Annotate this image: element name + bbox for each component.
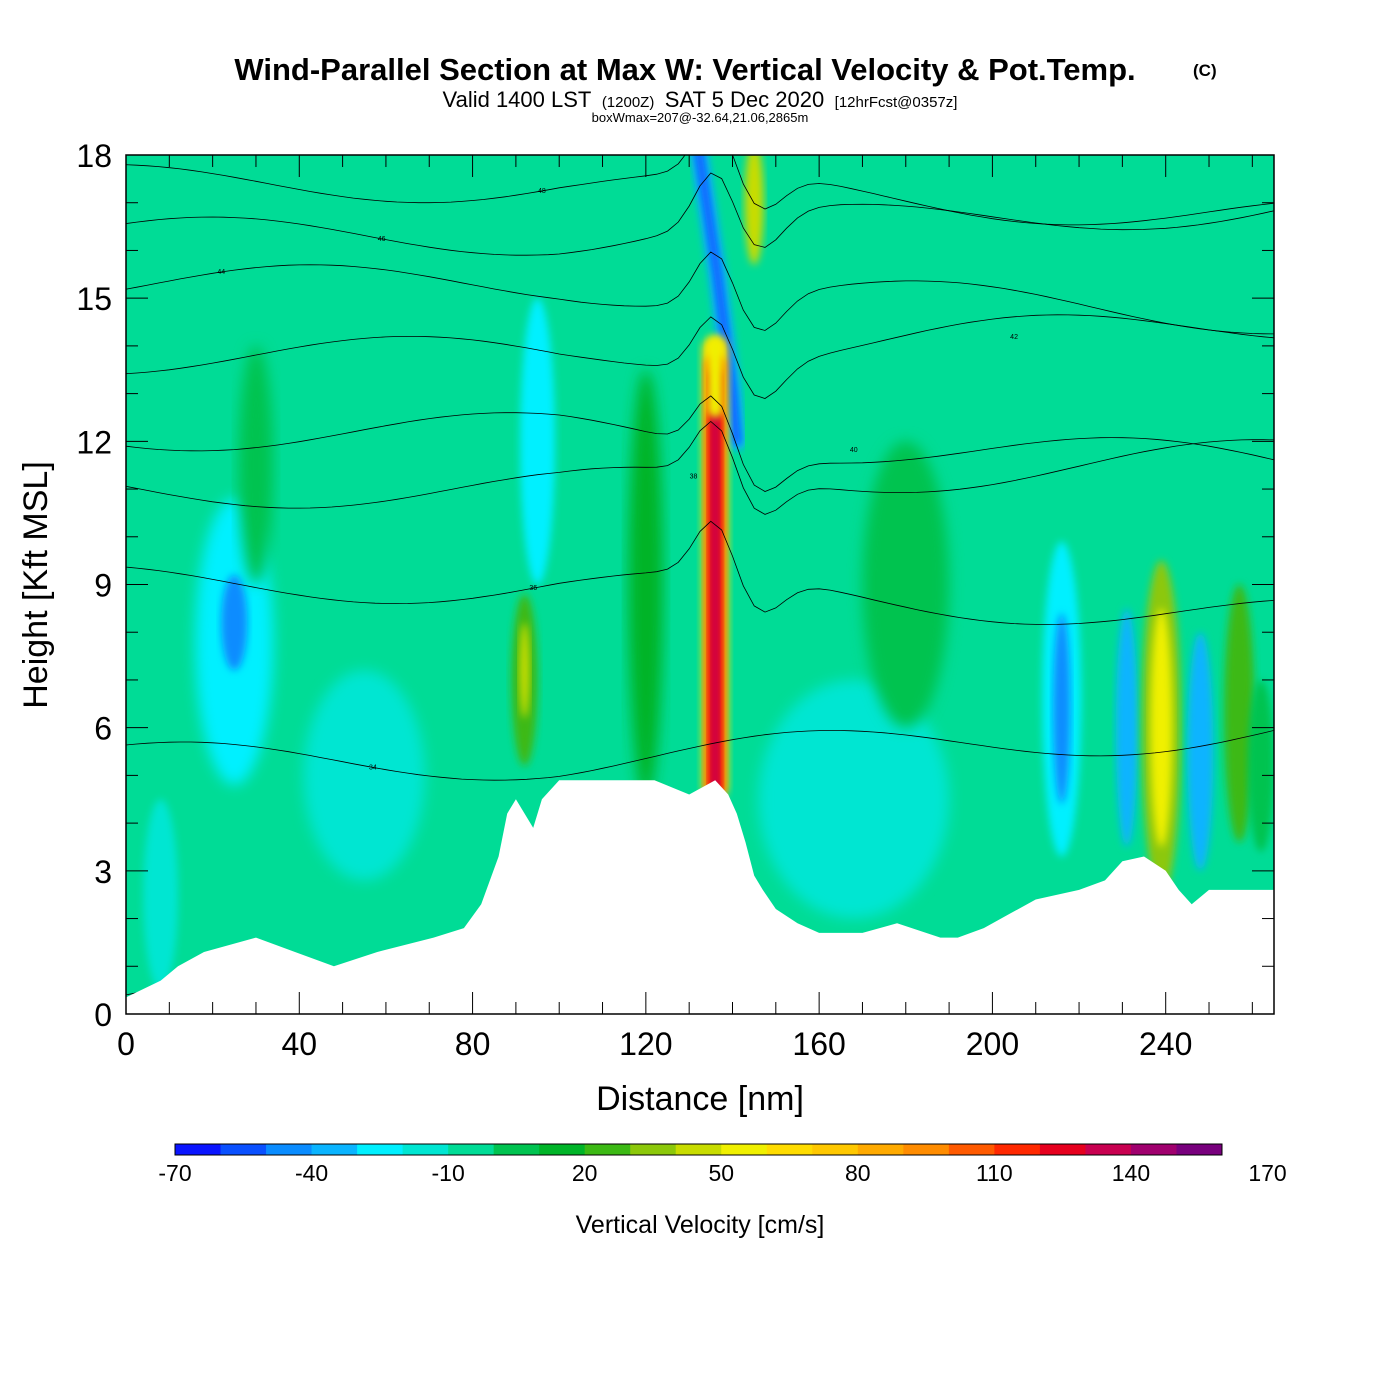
theta-contour: [126, 520, 1274, 625]
colorbar-tick-label: 20: [572, 1160, 598, 1186]
velocity-patch: [1053, 613, 1071, 805]
colorbar-tick-label: 50: [708, 1160, 734, 1186]
theta-contour: [126, 420, 1274, 515]
colorbar-swatch: [1176, 1144, 1223, 1155]
velocity-patch: [303, 670, 425, 881]
colorbar-tick-label: -10: [432, 1160, 465, 1186]
velocity-patch: [758, 679, 950, 919]
colorbar-swatch: [721, 1144, 768, 1155]
updraft-top: [707, 336, 724, 418]
theta-contour: [126, 314, 1274, 399]
y-tick-label: 15: [76, 281, 112, 317]
x-tick-label: 80: [455, 1026, 491, 1062]
theta-contour: [126, 395, 1274, 492]
colorbar-swatch: [266, 1144, 313, 1155]
colorbar-swatch: [857, 1144, 904, 1155]
terrain-mask: [126, 780, 1274, 1014]
colorbar-swatch: [1130, 1144, 1177, 1155]
colorbar-swatch: [493, 1144, 540, 1155]
downdraft-band-core: [695, 155, 741, 445]
contour-label: 48: [538, 188, 546, 195]
subtitle-forecast: [12hrFcst@0357z]: [835, 94, 958, 111]
colorbar-tick-label: -40: [295, 1160, 328, 1186]
velocity-patch: [1150, 608, 1173, 847]
contour-label: 46: [378, 236, 386, 243]
y-axis-label: Height [Kft MSL]: [17, 461, 55, 709]
contour-label: 44: [217, 269, 225, 276]
y-tick-label: 18: [76, 138, 112, 174]
x-axis-label: Distance [nm]: [596, 1080, 804, 1118]
velocity-patch: [221, 574, 248, 671]
velocity-patch: [143, 799, 178, 991]
theta-contour: [126, 730, 1274, 781]
colorbar-swatch: [948, 1144, 995, 1155]
colorbar-tick-label: -70: [158, 1160, 191, 1186]
subtitle-date: SAT 5 Dec 2020: [665, 87, 824, 112]
colorbar-swatch: [630, 1144, 677, 1155]
colorbar-swatch: [175, 1144, 222, 1155]
colorbar-frame: [174, 1143, 1223, 1156]
x-tick-label: 120: [619, 1026, 672, 1062]
y-tick-label: 6: [94, 711, 112, 747]
velocity-patch: [1115, 608, 1138, 847]
contour-label: 36: [529, 585, 537, 592]
contour-label: 42: [1010, 334, 1018, 341]
x-tick-label: 0: [117, 1026, 135, 1062]
colorbar-tick-label: 170: [1248, 1160, 1286, 1186]
colorbar-swatch: [1039, 1144, 1086, 1155]
copyright-mark: (C): [1193, 61, 1217, 80]
y-tick-label: 3: [94, 854, 112, 890]
colorbar-swatch: [675, 1144, 722, 1155]
velocity-patch: [1187, 632, 1214, 871]
velocity-patch: [519, 622, 530, 719]
colorbar-swatch: [448, 1144, 495, 1155]
velocity-patch: [1224, 584, 1255, 843]
x-tick-label: 200: [966, 1026, 1019, 1062]
y-tick-label: 0: [94, 997, 112, 1033]
updraft-column: [711, 384, 719, 800]
colorbar-swatch: [402, 1144, 449, 1155]
colorbar-tick-label: 140: [1112, 1160, 1150, 1186]
colorbar-swatch: [357, 1144, 404, 1155]
colorbar-swatch: [311, 1144, 358, 1155]
colorbar-swatch: [220, 1144, 267, 1155]
x-tick-label: 40: [281, 1026, 317, 1062]
colorbar-swatch: [539, 1144, 586, 1155]
velocity-patch: [862, 441, 950, 728]
x-tick-label: 240: [1139, 1026, 1192, 1062]
velocity-patch: [1248, 679, 1274, 852]
contour-label: 38: [690, 473, 698, 480]
colorbar-swatch: [812, 1144, 859, 1155]
theta-contour: [126, 251, 1274, 335]
velocity-patch: [238, 345, 274, 585]
contour-label: 40: [850, 447, 858, 454]
y-tick-label: 9: [94, 568, 112, 604]
colorbar-title: Vertical Velocity [cm/s]: [576, 1211, 825, 1239]
contour-label: 34: [369, 764, 377, 771]
theta-contour: [126, 155, 1274, 226]
theta-contour: [126, 172, 1274, 256]
subtitle-valid: Valid 1400 LST: [443, 87, 592, 112]
plot-area: 323436384042444648: [126, 155, 1274, 1014]
subtitle-zulu: (1200Z): [602, 94, 655, 111]
velocity-patch: [520, 298, 555, 585]
colorbar-tick-label: 110: [976, 1160, 1013, 1186]
colorbar-swatch: [766, 1144, 813, 1155]
colorbar-swatch: [994, 1144, 1041, 1155]
colorbar-tick-label: 80: [845, 1160, 871, 1186]
colorbar-swatch: [584, 1144, 631, 1155]
colorbar-swatch: [903, 1144, 950, 1155]
box-info: boxWmax=207@-32.64,21.06,2865m: [592, 110, 809, 125]
velocity-patch: [628, 369, 664, 800]
x-tick-label: 160: [792, 1026, 845, 1062]
chart-title: Wind-Parallel Section at Max W: Vertical…: [234, 52, 1135, 87]
y-tick-label: 12: [76, 424, 112, 460]
colorbar: [174, 1143, 1223, 1156]
colorbar-swatch: [1085, 1144, 1132, 1155]
chart-subtitle: Valid 1400 LST (1200Z) SAT 5 Dec 2020 [1…: [443, 87, 958, 112]
